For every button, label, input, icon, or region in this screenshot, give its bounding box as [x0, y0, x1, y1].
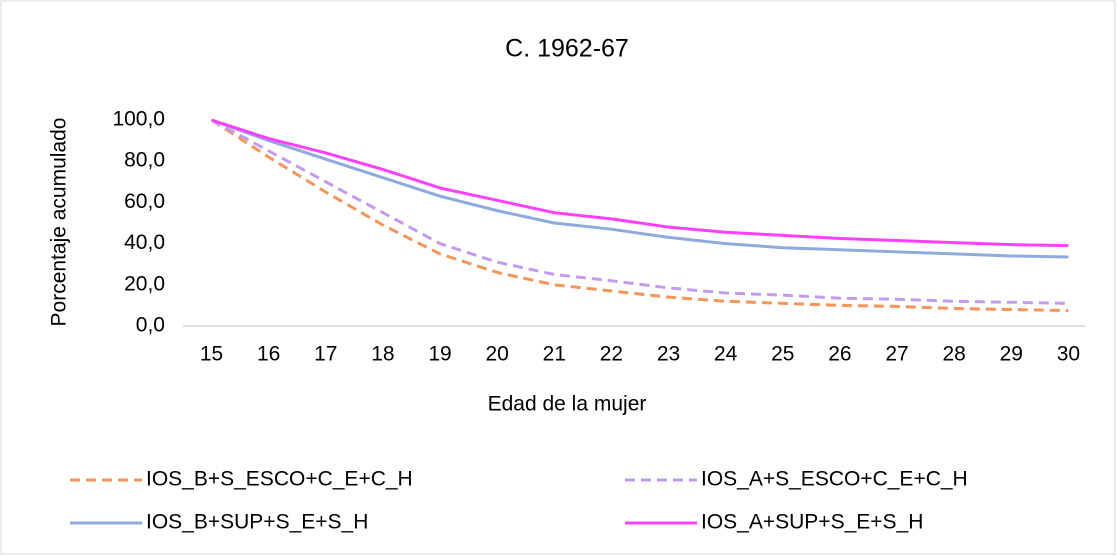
x-axis-title: Edad de la mujer — [488, 393, 647, 416]
x-tick-label: 25 — [771, 343, 794, 366]
x-tick-label: 24 — [714, 343, 738, 366]
legend-label: IOS_B+S_ESCO+C_E+C_H — [146, 468, 413, 491]
series-line — [210, 118, 1069, 305]
x-tick-label: 29 — [1000, 343, 1023, 366]
y-tick-label: 100,0 — [112, 108, 165, 131]
series-line — [210, 118, 1069, 313]
x-tick-label: 17 — [314, 343, 337, 366]
chart-title: C. 1962-67 — [505, 35, 629, 63]
x-tick-label: 20 — [486, 343, 509, 366]
series-line — [211, 118, 1069, 259]
x-tick-label: 23 — [657, 343, 680, 366]
x-tick-label: 16 — [257, 343, 280, 366]
x-tick-label: 19 — [428, 343, 451, 366]
x-tick-label: 26 — [828, 343, 851, 366]
y-tick-label: 80,0 — [124, 149, 165, 172]
x-tick-label: 18 — [371, 343, 394, 366]
legend-label: IOS_A+SUP+S_E+S_H — [701, 511, 923, 534]
legend-label: IOS_A+S_ESCO+C_E+C_H — [701, 468, 968, 491]
x-tick-label: 15 — [200, 343, 223, 366]
y-tick-label: 60,0 — [124, 190, 165, 213]
x-tick-label: 21 — [543, 343, 566, 366]
x-tick-label: 22 — [600, 343, 623, 366]
series-line — [211, 118, 1069, 248]
y-tick-label: 0,0 — [136, 314, 165, 337]
y-axis-title: Porcentaje acumulado — [48, 118, 71, 327]
x-tick-label: 27 — [885, 343, 908, 366]
y-tick-label: 40,0 — [124, 231, 165, 254]
legend-label: IOS_B+SUP+S_E+S_H — [146, 511, 368, 534]
x-tick-label: 30 — [1057, 343, 1080, 366]
x-tick-label: 28 — [943, 343, 966, 366]
y-tick-label: 20,0 — [124, 272, 165, 295]
